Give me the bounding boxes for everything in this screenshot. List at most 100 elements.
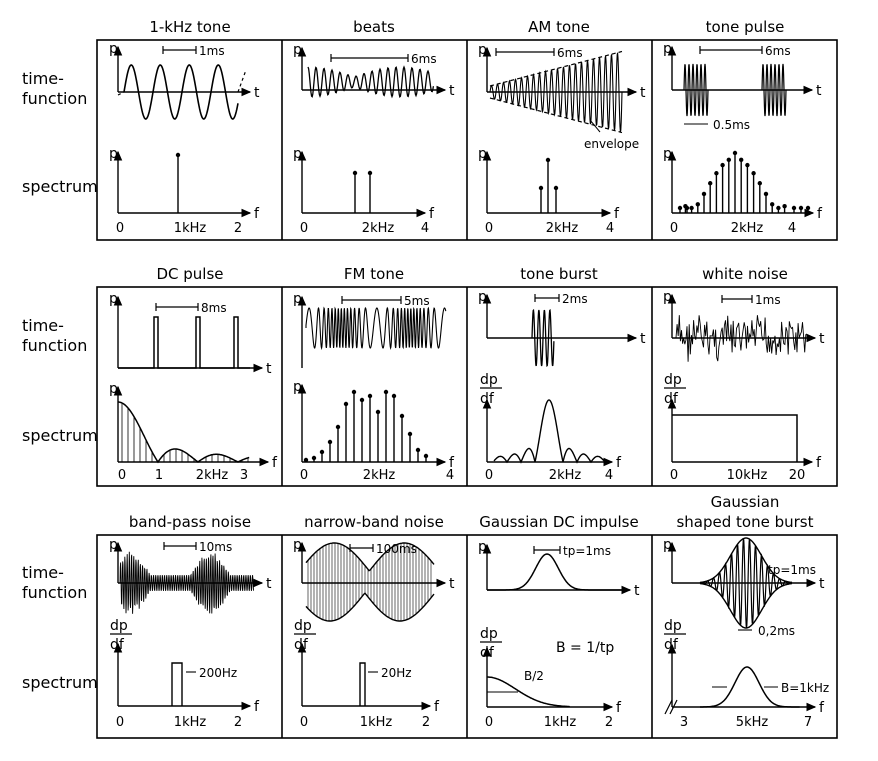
scale-label: 5ms (404, 294, 430, 308)
y-axis-label: p (478, 289, 487, 305)
spectral-dot (739, 158, 743, 162)
tick-label: 4 (788, 221, 796, 236)
tone-packet (762, 64, 786, 116)
envelope-label: envelope (584, 137, 639, 151)
panel-beats: tp6msfp0 2kHz 4 (293, 42, 455, 236)
tick-label: 0 (300, 715, 308, 730)
arrow-head (422, 703, 430, 710)
spectral-dot (678, 206, 682, 210)
y-axis-label-dp: dp (110, 618, 128, 634)
tick-label: 4 (446, 468, 454, 483)
row-label-spectrum-3: spectrum (22, 673, 98, 692)
arrow-head (437, 580, 445, 587)
x-axis-label: f (272, 455, 278, 471)
tick-label: 1kHz (174, 715, 207, 730)
spectral-dot (720, 163, 724, 167)
y-axis-label: p (293, 291, 302, 307)
spectral-dot (353, 171, 357, 175)
title-tone-pulse: tone pulse (706, 18, 785, 36)
spectral-dot (539, 186, 543, 190)
spectral-dot (799, 206, 803, 210)
tick-label: 0 (670, 221, 678, 236)
tick-label: 0 (116, 221, 124, 236)
spectral-dot (176, 153, 180, 157)
scale-label: 2ms (562, 292, 588, 306)
spectral-dot (733, 151, 737, 155)
title-fm-tone: FM tone (344, 265, 404, 283)
x-axis-label: t (449, 83, 455, 99)
x-axis-label: f (817, 206, 823, 222)
scale-label: tp=1ms (563, 544, 611, 558)
spectral-dot (806, 206, 810, 210)
x-axis-label: t (634, 583, 640, 599)
title-tone-burst: tone burst (520, 265, 598, 283)
arrow-head (807, 580, 815, 587)
row-label-time-2a: time- (22, 316, 64, 335)
spectral-dot (745, 163, 749, 167)
spectral-dot (392, 394, 396, 398)
spectral-dot (702, 192, 706, 196)
spectral-dot (776, 206, 780, 210)
x-axis-label: f (434, 699, 440, 715)
x-axis-label: f (816, 455, 822, 471)
tick-label: 0 (485, 468, 493, 483)
spectral-dot (304, 458, 308, 462)
spectral-dot (408, 432, 412, 436)
tick-label: 20 (789, 468, 806, 483)
spectral-dot (708, 181, 712, 185)
arrow-head (628, 89, 636, 96)
beat-wave (308, 67, 433, 97)
title-gaussian-dc-impulse: Gaussian DC impulse (479, 513, 638, 531)
y-axis-label: p (663, 537, 672, 553)
spectral-dot (782, 204, 786, 208)
halfwidth-label: B/2 (524, 669, 544, 683)
x-axis-label: f (254, 699, 260, 715)
arrow-head (242, 210, 250, 217)
tick-label: 1kHz (544, 715, 577, 730)
row-labels: time- function spectrum time- function s… (22, 69, 98, 692)
arrow-head (804, 87, 812, 94)
arrow-head (242, 703, 250, 710)
pulse-train (118, 317, 250, 368)
panel-tone-burst: tp2msdpdff02kHz4 (478, 289, 646, 483)
tick-label: 2kHz (363, 468, 396, 483)
arrow-head (254, 365, 262, 372)
tick-label: 0 (485, 715, 493, 730)
arrow-head (254, 580, 262, 587)
arrow-head (602, 210, 610, 217)
x-axis-label: t (819, 331, 825, 347)
x-axis-label: f (429, 206, 435, 222)
x-axis-label: f (254, 206, 260, 222)
arrow-head (807, 704, 815, 711)
y-axis-label: p (293, 42, 302, 58)
x-axis-label: t (816, 83, 822, 99)
tick-label: 5kHz (736, 715, 769, 730)
spectral-dot (770, 202, 774, 206)
y-axis-label-dp: dp (480, 372, 498, 388)
arrow-head (260, 459, 268, 466)
spectral-dot (328, 440, 332, 444)
bandpass-wave (120, 552, 254, 614)
x-axis-label: f (614, 206, 620, 222)
gaussian-pulse (487, 554, 621, 590)
y-axis-label-dp: dp (664, 372, 682, 388)
arrow-head (628, 335, 636, 342)
x-axis-label: t (640, 85, 646, 101)
arrow-head (804, 459, 812, 466)
title-narrow-band-noise: narrow-band noise (304, 513, 444, 531)
y-axis-label: p (478, 146, 487, 162)
period-label: 0,2ms (758, 624, 795, 638)
spectral-dot (751, 171, 755, 175)
panel-tone-pulse: t p 6ms 0.5ms f p 0 2kHz 4 (663, 41, 823, 236)
title-am-tone: AM tone (528, 18, 590, 36)
x-axis-label: f (616, 455, 622, 471)
scale-label: 8ms (201, 301, 227, 315)
spectral-dot (554, 186, 558, 190)
panel-am-tone: tp 6msenvelopefp0 2kHz 4 (478, 42, 646, 236)
tick-label: 2kHz (546, 221, 579, 236)
tick-label: 0 (118, 468, 126, 483)
y-axis-label: p (478, 42, 487, 58)
tick-label: 2kHz (731, 221, 764, 236)
tone-packet (684, 64, 708, 116)
